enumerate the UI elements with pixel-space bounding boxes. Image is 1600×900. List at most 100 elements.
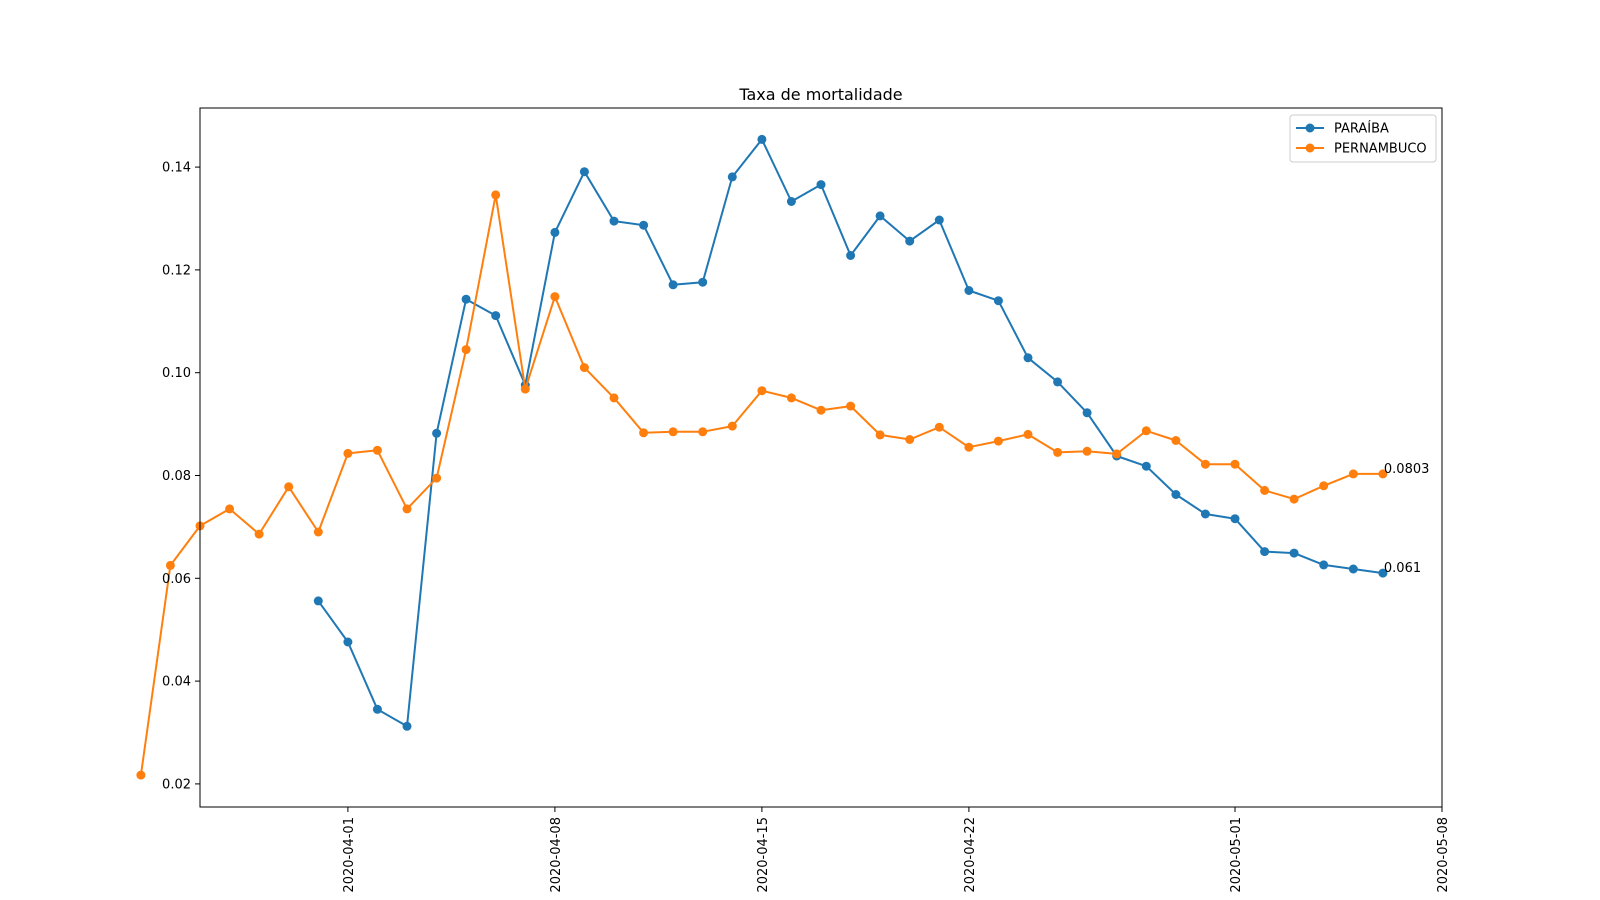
data-point [1141, 461, 1151, 471]
data-point [934, 215, 944, 225]
data-point [1200, 509, 1210, 519]
data-point [550, 227, 560, 237]
data-point [993, 296, 1003, 306]
legend-entry: PERNAMBUCO [1296, 142, 1427, 157]
axes-layer: 0.02 0.04 0.06 0.08 0.10 0.12 0.14 2020-04-01 20… [162, 107, 1451, 893]
data-point [964, 442, 974, 452]
data-point [284, 482, 294, 492]
series-layer [136, 134, 1388, 780]
data-point [520, 384, 530, 394]
y-tick-label: 0.04 [162, 675, 191, 690]
data-point [1053, 377, 1063, 387]
data-point [136, 770, 146, 780]
data-point [1082, 408, 1092, 418]
data-point [1230, 514, 1240, 524]
x-tick-label: 2020-04-15 [756, 817, 771, 893]
data-point [639, 220, 649, 230]
data-point [993, 436, 1003, 446]
data-point [432, 428, 442, 438]
data-point [343, 448, 353, 458]
data-point [1289, 494, 1299, 504]
data-point [1378, 469, 1388, 479]
data-point [846, 401, 856, 411]
data-point [579, 167, 589, 177]
data-point [905, 435, 915, 444]
data-point [609, 393, 619, 403]
legend-marker [1305, 143, 1315, 153]
data-point [491, 311, 501, 321]
y-tick-label: 0.12 [162, 263, 191, 278]
data-point [372, 445, 382, 455]
data-point [1289, 548, 1299, 558]
data-point [757, 386, 767, 396]
data-point [816, 405, 826, 415]
data-point [1023, 353, 1033, 363]
data-point [698, 427, 708, 437]
end-value-label: 0.061 [1384, 561, 1421, 576]
data-point [668, 280, 678, 290]
data-point [1260, 485, 1270, 495]
legend-box [1289, 114, 1437, 163]
legend-entry: PARAÍBA [1296, 121, 1389, 137]
data-point [1319, 481, 1329, 491]
x-tick-label: 2020-04-08 [549, 817, 564, 893]
data-point [254, 529, 264, 539]
data-point [1319, 560, 1329, 570]
data-point [639, 428, 649, 438]
series-pernambuco [136, 190, 1388, 780]
x-tick-label: 2020-04-22 [963, 817, 978, 893]
data-point [905, 236, 915, 246]
legend-marker [1305, 123, 1315, 133]
data-point [461, 294, 471, 304]
data-point [1112, 449, 1122, 459]
data-point [165, 560, 175, 570]
data-point [1200, 459, 1210, 469]
data-point [579, 363, 589, 373]
data-point [1171, 490, 1181, 499]
data-point [846, 251, 856, 260]
data-point [1141, 426, 1151, 436]
axes-frame [199, 107, 1443, 808]
x-tick-label: 2020-05-08 [1436, 817, 1451, 893]
series-paraíba [313, 134, 1388, 731]
data-point [1082, 446, 1092, 456]
plot-background [200, 108, 1442, 807]
data-point [934, 422, 944, 432]
data-point [727, 421, 737, 431]
data-point [668, 427, 678, 437]
legend-label: PERNAMBUCO [1334, 142, 1427, 157]
labels-layer: 0.061 0.0803 [1384, 462, 1430, 576]
x-tick-label: 2020-05-01 [1229, 817, 1244, 893]
data-point [964, 286, 974, 295]
data-point [698, 277, 708, 287]
data-point [816, 180, 826, 190]
data-point [875, 430, 885, 440]
data-point [372, 704, 382, 714]
y-tick-label: 0.14 [162, 161, 191, 176]
data-point [1053, 447, 1063, 457]
data-point [1023, 429, 1033, 439]
data-point [757, 134, 767, 144]
data-point [402, 721, 412, 731]
data-point [461, 345, 471, 355]
data-point [491, 190, 501, 200]
data-point [727, 172, 737, 182]
data-point [1260, 547, 1270, 557]
y-tick-label: 0.06 [162, 572, 191, 587]
data-point [875, 211, 885, 221]
data-point [313, 596, 323, 606]
data-point [786, 393, 796, 403]
x-tick-label: 2020-04-01 [342, 817, 357, 893]
data-point [786, 197, 796, 206]
legend-label: PARAÍBA [1334, 121, 1389, 137]
data-point [343, 637, 353, 647]
chart-title: Taxa de mortalidade [738, 85, 902, 104]
data-point [1230, 459, 1240, 469]
data-point [1348, 564, 1358, 574]
data-point [1378, 568, 1388, 578]
y-tick-label: 0.02 [162, 777, 191, 792]
data-point [1171, 436, 1181, 445]
legend: PARAÍBA PERNAMBUCO [1289, 114, 1437, 163]
data-point [402, 504, 412, 514]
